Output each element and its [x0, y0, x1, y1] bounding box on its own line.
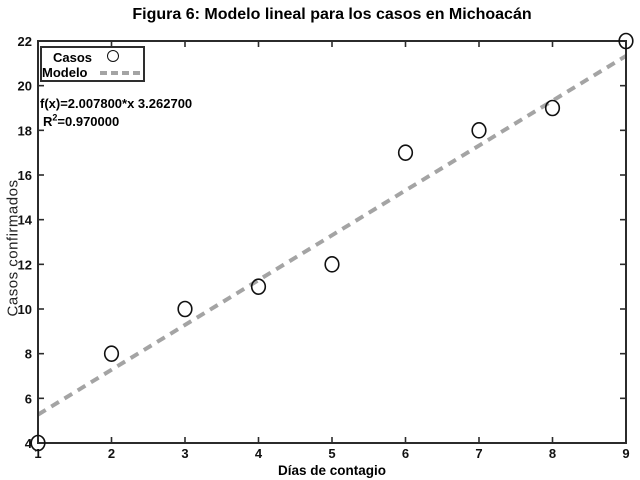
- x-tick-label: 3: [181, 446, 188, 461]
- y-tick-label: 8: [25, 347, 32, 362]
- model-annotation: f(x)=2.007800*x 3.262700 R2=0.970000: [40, 95, 192, 131]
- y-tick-label: 22: [18, 34, 32, 49]
- plot-frame: [37, 40, 627, 444]
- y-tick-label: 4: [25, 436, 33, 451]
- data-point: [544, 99, 561, 117]
- data-point: [177, 300, 193, 318]
- x-tick-label: 6: [402, 446, 409, 461]
- data-point: [618, 32, 634, 50]
- r2-superscript: 2: [52, 112, 58, 123]
- legend-box: Casos Modelo: [40, 46, 145, 82]
- y-tick-label: 14: [18, 213, 33, 228]
- x-tick-label: 2: [108, 446, 115, 461]
- data-point: [471, 122, 487, 139]
- x-tick-label: 1: [34, 446, 41, 461]
- x-axis-label: Días de contagio: [277, 463, 387, 478]
- y-tick-label: 10: [18, 302, 32, 317]
- r2-value: =0.970000: [57, 114, 120, 129]
- y-tick-label: 20: [18, 79, 32, 94]
- dashed-line-marker-icon: [100, 71, 140, 75]
- r-squared-text: R2=0.970000: [43, 113, 192, 131]
- y-tick-label: 16: [18, 168, 32, 183]
- data-point: [397, 144, 414, 161]
- x-tick-label: 7: [475, 446, 482, 461]
- data-point: [250, 278, 267, 295]
- y-tick-label: 18: [18, 123, 32, 138]
- y-tick-label: 6: [25, 391, 32, 406]
- data-point: [30, 434, 46, 452]
- y-axis-label: Casos confirmados: [4, 179, 22, 317]
- open-circle-marker-icon: [107, 50, 119, 62]
- x-tick-label: 9: [622, 446, 629, 461]
- legend-row-casos: Casos: [42, 48, 143, 65]
- chart-title: Figura 6: Modelo lineal para los casos e…: [132, 6, 532, 23]
- r2-base: R: [43, 114, 53, 129]
- x-tick-label: 5: [328, 446, 335, 461]
- x-tick-label: 4: [255, 446, 263, 461]
- legend-label-casos: Casos: [53, 50, 93, 65]
- data-point: [103, 345, 120, 362]
- y-tick-label: 12: [18, 257, 32, 272]
- x-tick-label: 8: [549, 446, 556, 461]
- legend-label-modelo: Modelo: [42, 65, 88, 80]
- data-point: [324, 256, 340, 273]
- model-line: [36, 54, 628, 417]
- equation-text: f(x)=2.007800*x 3.262700: [40, 96, 193, 111]
- legend-row-modelo: Modelo: [42, 64, 143, 80]
